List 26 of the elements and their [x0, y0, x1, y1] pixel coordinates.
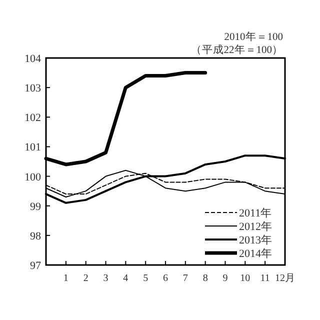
legend-label: 2013年: [239, 234, 272, 246]
x-tick-label: 11: [260, 273, 270, 284]
y-tick-label: 103: [24, 82, 42, 95]
legend-label: 2011年: [239, 208, 272, 220]
x-tick-label: 7: [182, 273, 188, 284]
x-tick-label: 3: [103, 273, 108, 284]
y-tick-label: 104: [24, 53, 42, 65]
x-tick-label: 8: [202, 273, 208, 284]
y-tick-label: 102: [24, 112, 41, 124]
y-tick-label: 97: [30, 260, 42, 272]
text: 2010年＝100: [224, 31, 283, 43]
y-tick-label: 101: [24, 142, 41, 154]
legend-label: 2012年: [239, 221, 272, 233]
text: （平成22年＝100）: [190, 43, 283, 56]
x-tick-label: 12月: [275, 273, 295, 284]
x-tick-label: 1: [63, 273, 68, 284]
y-tick-label: 98: [30, 230, 42, 242]
x-tick-label: 6: [163, 273, 168, 284]
legend-label: 2014年: [239, 248, 272, 260]
x-tick-label: 4: [123, 273, 128, 284]
x-tick-label: 5: [143, 273, 148, 284]
y-tick-label: 99: [30, 200, 42, 213]
x-tick-label: 9: [222, 273, 228, 284]
x-tick-label: 2: [83, 273, 88, 284]
y-tick-label: 100: [24, 171, 42, 184]
x-tick-label: 10: [240, 273, 250, 284]
